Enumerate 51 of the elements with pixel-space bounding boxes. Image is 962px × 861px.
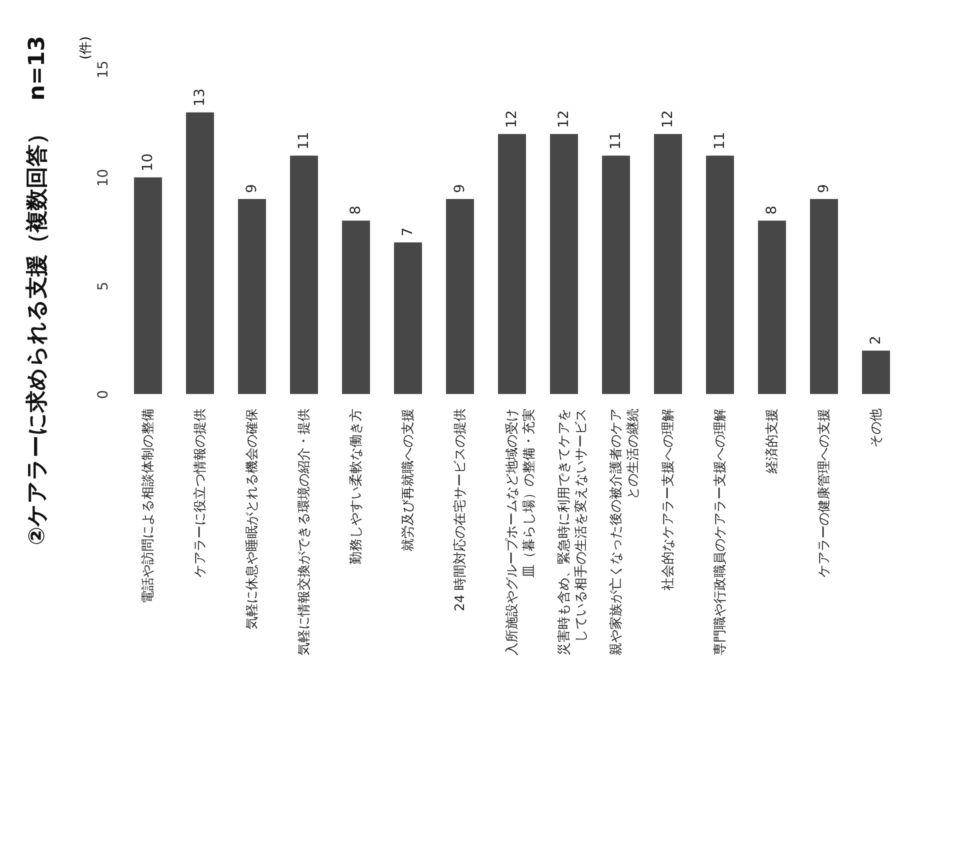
data-label: 8 <box>764 206 780 215</box>
data-label: 7 <box>400 227 416 236</box>
y-tick-label: 15 <box>96 60 112 78</box>
data-label: 13 <box>192 88 208 106</box>
data-label: 2 <box>868 336 884 345</box>
x-tick-label: 気軽に情報交換ができる環境の紹介・提供 <box>296 408 312 656</box>
data-label: 8 <box>348 206 364 215</box>
bar <box>862 350 890 394</box>
x-tick-label: ケアラーに役立つ情報の提供 <box>192 408 208 578</box>
bar <box>394 242 422 394</box>
bar <box>342 220 370 394</box>
data-label: 12 <box>660 110 676 128</box>
bar <box>602 156 630 394</box>
x-tick-label: 入所施設やグループホームなど地域の受け皿（暮らし場）の整備・充実 <box>505 408 537 656</box>
bar <box>706 156 734 394</box>
data-label: 9 <box>816 184 832 193</box>
bar <box>238 199 266 394</box>
bar <box>550 134 578 394</box>
x-tick-label: 経済的支援 <box>764 408 780 474</box>
bar <box>134 177 162 394</box>
x-tick-label: 電話や訪問による相談体制の整備 <box>141 408 156 604</box>
bar <box>810 199 838 394</box>
bar <box>446 199 474 394</box>
x-tick-label: その他 <box>869 408 884 448</box>
x-tick-label: 24 時間対応の在宅サービスの提供 <box>452 408 468 612</box>
x-tick-label: 災害時も含め、緊急時に利用できてケアをしている相手の生活を変えないサービス <box>556 408 589 656</box>
y-axis-title: (件) <box>78 36 94 60</box>
x-tick-label: 社会的なケアラー支援への理解 <box>661 408 676 590</box>
x-tick-label: 勤務しやすい柔軟な働き方 <box>348 408 364 564</box>
bar <box>758 220 786 394</box>
x-tick-label: ケアラーの健康管理への支援 <box>817 408 832 578</box>
y-tick-label: 10 <box>96 168 112 187</box>
data-label: 11 <box>712 132 728 150</box>
data-label: 11 <box>608 132 624 150</box>
x-tick-label: 就労及び再就職への支援 <box>401 408 416 552</box>
data-label: 12 <box>556 110 572 128</box>
data-label: 9 <box>452 184 468 193</box>
bar <box>654 134 682 394</box>
data-label: 11 <box>296 132 312 150</box>
x-tick-label: 専門職や行政職員のケアラー支援への理解 <box>713 408 728 656</box>
y-tick-label: 5 <box>96 282 112 291</box>
bar <box>186 112 214 394</box>
data-label: 12 <box>504 110 520 128</box>
bar <box>498 134 526 394</box>
text: ②ケアラーに求められる支援（複数回答） n=13 <box>25 36 50 546</box>
x-tick-label: 親や家族が亡くなった後の被介護者のケアとの生活の継続 <box>608 408 641 656</box>
bar <box>290 156 318 394</box>
data-label: 10 <box>140 154 156 172</box>
y-tick-label: 0 <box>96 390 112 399</box>
x-tick-label: 気軽に休息や睡眠がとれる機会の確保 <box>245 408 260 630</box>
data-label: 9 <box>244 184 260 193</box>
